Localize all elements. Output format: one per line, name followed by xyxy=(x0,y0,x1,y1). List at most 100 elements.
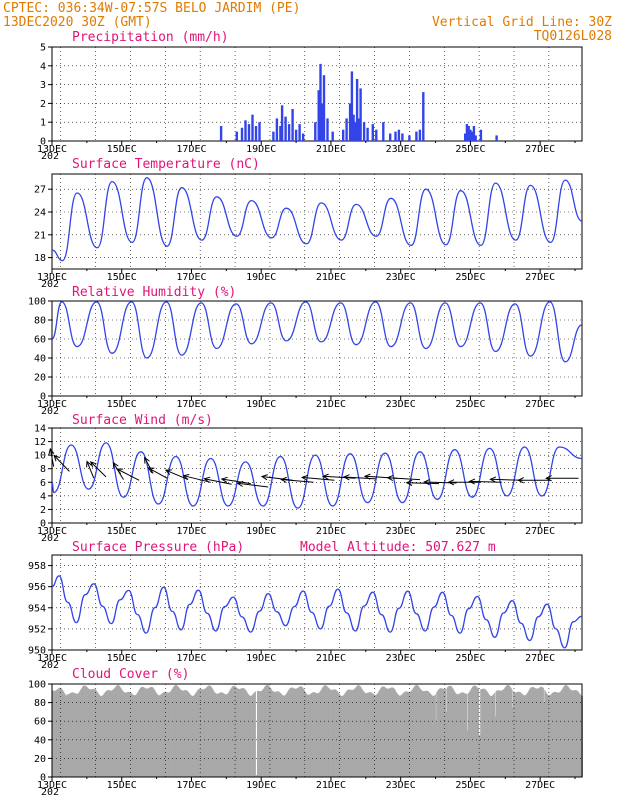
rh-ytick-label: 20 xyxy=(34,373,46,384)
cloud-bar xyxy=(463,692,465,777)
precip-bar xyxy=(415,131,418,141)
cloud-bar xyxy=(183,690,185,777)
cloud-bar xyxy=(489,695,491,777)
wind-xtick-label: 15DEC xyxy=(107,526,137,537)
precip-bar xyxy=(240,127,244,141)
cloud-bar xyxy=(220,692,222,777)
cloud-bar xyxy=(540,686,542,777)
cloud-bar xyxy=(561,690,563,777)
precip-bar xyxy=(418,129,422,141)
cloud-bar xyxy=(277,691,279,777)
cloud-bar xyxy=(453,689,454,777)
cloud-bar xyxy=(298,686,300,777)
cloud-bar xyxy=(356,686,358,777)
cloud-bar xyxy=(78,692,80,777)
cloud-bar xyxy=(471,688,473,777)
cloud-bar xyxy=(324,685,326,777)
cloud-bar xyxy=(510,688,512,777)
cloud-bar xyxy=(260,691,262,777)
wind-vector-arrow xyxy=(204,478,232,485)
cloud-bar xyxy=(446,711,447,777)
cloud-bar xyxy=(72,692,74,777)
cloud-bar xyxy=(151,687,153,777)
wind-vector-arrow xyxy=(86,461,95,479)
cloud-bar xyxy=(440,688,442,777)
cloud-bar xyxy=(176,685,178,777)
cloud-bar xyxy=(577,690,579,777)
cloud-bar xyxy=(231,687,233,777)
wind-vector-arrowhead xyxy=(517,477,524,484)
cloud-bar xyxy=(264,687,265,777)
cloud-bar xyxy=(399,695,401,777)
cloud-bar xyxy=(165,691,166,777)
temp-xtick-label: 25DEC xyxy=(455,272,485,283)
cloud-bar xyxy=(479,735,481,777)
cloud-bar xyxy=(443,689,445,777)
cloud-bar xyxy=(288,689,290,777)
cloud-bar xyxy=(416,685,417,777)
precip-bar xyxy=(465,124,469,141)
cloud-bar xyxy=(337,692,339,777)
wind-xtick-label: 17DEC xyxy=(176,526,206,537)
precip-bar xyxy=(472,126,476,141)
precip-bar xyxy=(408,135,411,141)
cloud-bar xyxy=(494,693,496,777)
cloud-bar xyxy=(552,692,554,777)
precip-bar xyxy=(331,131,334,141)
cloud-bar xyxy=(476,687,478,777)
cloud-bar xyxy=(330,689,332,777)
cloud-bar xyxy=(75,693,76,777)
cloud-bar xyxy=(367,692,369,777)
pres-xtick-label: 19DEC xyxy=(246,653,276,664)
cloud-bar xyxy=(467,693,469,777)
cloud-bar xyxy=(208,685,210,777)
cloud-bar xyxy=(67,694,69,777)
cloud-bar xyxy=(499,690,500,777)
cloud-bar xyxy=(309,694,311,777)
cloud-bar xyxy=(535,688,537,777)
wind-vector-arrowhead xyxy=(89,461,97,468)
cloud-bar xyxy=(343,694,345,777)
cloud-bar xyxy=(315,692,317,777)
cloud-bar xyxy=(149,687,151,777)
cloud-bar xyxy=(98,693,99,777)
cloud-bar xyxy=(358,685,360,777)
cloud-bar xyxy=(307,694,309,777)
cloud-bar xyxy=(256,775,258,777)
precip-frame xyxy=(51,46,583,142)
cloud-bar xyxy=(392,687,394,777)
cloud-bar xyxy=(503,688,505,777)
cloud-bar xyxy=(554,691,556,777)
cloud-bar xyxy=(215,693,217,777)
cloud-bar xyxy=(363,691,364,777)
cloud-bar xyxy=(383,686,385,777)
cloud-bar xyxy=(136,693,138,777)
cloud-bar xyxy=(275,691,277,777)
cloud-bar xyxy=(214,692,216,777)
cloud-bar xyxy=(381,687,383,777)
cloud-bar xyxy=(461,692,463,777)
cloud-bar xyxy=(466,730,468,777)
cloud-bar xyxy=(348,689,350,777)
cloud-bar xyxy=(311,692,313,777)
cloud-bar xyxy=(181,690,183,777)
cloud-bar xyxy=(180,689,182,777)
wind-xtick-label: 13DEC xyxy=(37,526,67,537)
wind-vector-arrowhead xyxy=(447,479,455,486)
cloud-bar xyxy=(197,690,199,777)
pres-series-line xyxy=(51,575,583,649)
cloud-bar xyxy=(407,691,408,777)
cloud-bar xyxy=(466,693,468,777)
cloud-bar xyxy=(167,692,169,777)
cloud-bar xyxy=(416,685,418,777)
cloud-bar xyxy=(142,686,143,777)
cloud-ytick-label: 0 xyxy=(40,773,46,784)
cloud-bar xyxy=(261,690,263,777)
cloud-bar xyxy=(63,692,65,777)
cloud-bar xyxy=(86,686,88,777)
wind-vector-arrowhead xyxy=(489,476,497,483)
cloud-bar xyxy=(429,692,431,777)
cloud-bar xyxy=(132,694,134,777)
cloud-bar xyxy=(217,693,219,777)
cloud-title: Cloud Cover (%) xyxy=(72,667,189,682)
